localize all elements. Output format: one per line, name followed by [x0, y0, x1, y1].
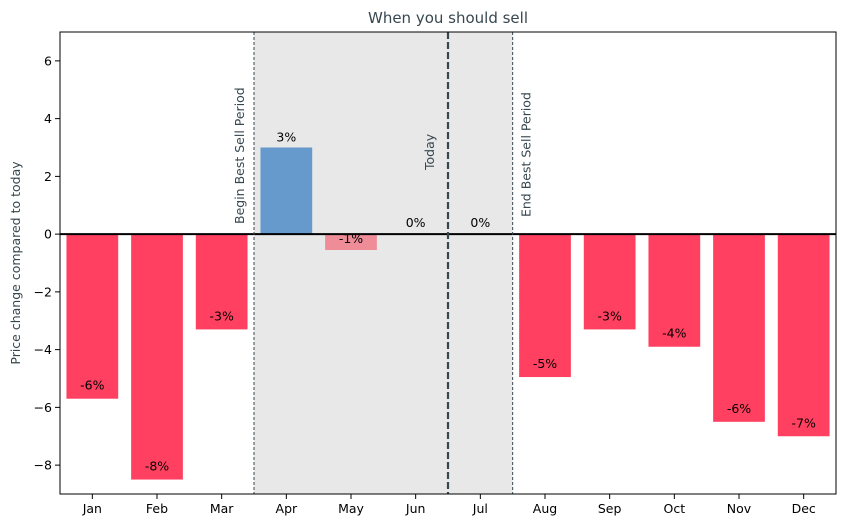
- x-tick-label: Apr: [276, 501, 298, 516]
- x-tick-label: Oct: [664, 501, 686, 516]
- bar-label-feb: -8%: [145, 459, 169, 474]
- x-tick-label: May: [338, 501, 364, 516]
- bar-dec: [777, 234, 830, 437]
- x-tick-label: Dec: [792, 501, 816, 516]
- bar-oct: [648, 234, 701, 347]
- bar-nov: [713, 234, 765, 422]
- plot-frame: [59, 31, 837, 495]
- bars-group: [66, 147, 830, 480]
- shaded-sell-period: [254, 32, 513, 494]
- y-axis-label: Price change compared to today: [8, 161, 23, 365]
- bar-label-sep: -3%: [597, 308, 621, 323]
- bar-may: [325, 234, 377, 251]
- bar-label-jan: -6%: [80, 378, 104, 393]
- x-tick-label: Jul: [472, 501, 488, 516]
- bar-label-mar: -3%: [209, 308, 233, 323]
- bar-sep: [583, 234, 636, 330]
- x-tick-label: Aug: [533, 501, 557, 516]
- bar-label-nov: -6%: [727, 401, 751, 416]
- chart-title: When you should sell: [368, 9, 528, 27]
- y-tick-label: 0: [44, 227, 52, 242]
- marker-label-2: Today: [422, 133, 437, 171]
- x-tick-label: Feb: [146, 501, 168, 516]
- bar-mar: [195, 234, 248, 330]
- bar-label-dec: -7%: [791, 415, 815, 430]
- bar-feb: [131, 234, 183, 480]
- y-tick-label: 2: [44, 169, 52, 184]
- marker-label-1: Begin Best Sell Period: [232, 87, 247, 224]
- y-tick-label: 4: [44, 111, 52, 126]
- y-tick-label: −8: [34, 458, 52, 473]
- y-tick-label: −4: [34, 342, 52, 357]
- period-markers: Begin Best Sell Period Today End Best Sell…: [232, 32, 534, 494]
- bar-apr: [260, 147, 313, 235]
- bar-jan: [66, 234, 119, 399]
- y-tick-label: −6: [34, 400, 52, 415]
- bar-label-oct: -4%: [662, 326, 686, 341]
- bar-labels-group: -6%-8%-3%3%-1%0% 0%-5%-3%-4%-6%-7%: [80, 130, 816, 474]
- bar-label-jul: 0%: [470, 215, 490, 230]
- bar-label-aug: -5%: [533, 356, 557, 371]
- x-tick-label: Sep: [598, 501, 622, 516]
- bar-label-apr: 3%: [276, 130, 296, 145]
- x-axis: Jan Feb Mar Apr May Jun Jul Aug Sep Oct Nov Dec: [82, 494, 816, 516]
- marker-label-3: End Best Sell Period: [519, 92, 534, 217]
- bar-label-jun: 0%: [406, 215, 426, 230]
- y-tick-label: 6: [44, 53, 52, 68]
- x-tick-label: Mar: [210, 501, 234, 516]
- y-axis: −8 −6 −4 −2 0 2 4 6: [34, 53, 60, 473]
- x-tick-label: Jan: [82, 501, 102, 516]
- y-tick-label: −2: [34, 284, 52, 299]
- x-tick-label: Nov: [727, 501, 752, 516]
- x-tick-label: Jun: [405, 501, 426, 516]
- bar-aug: [519, 234, 571, 378]
